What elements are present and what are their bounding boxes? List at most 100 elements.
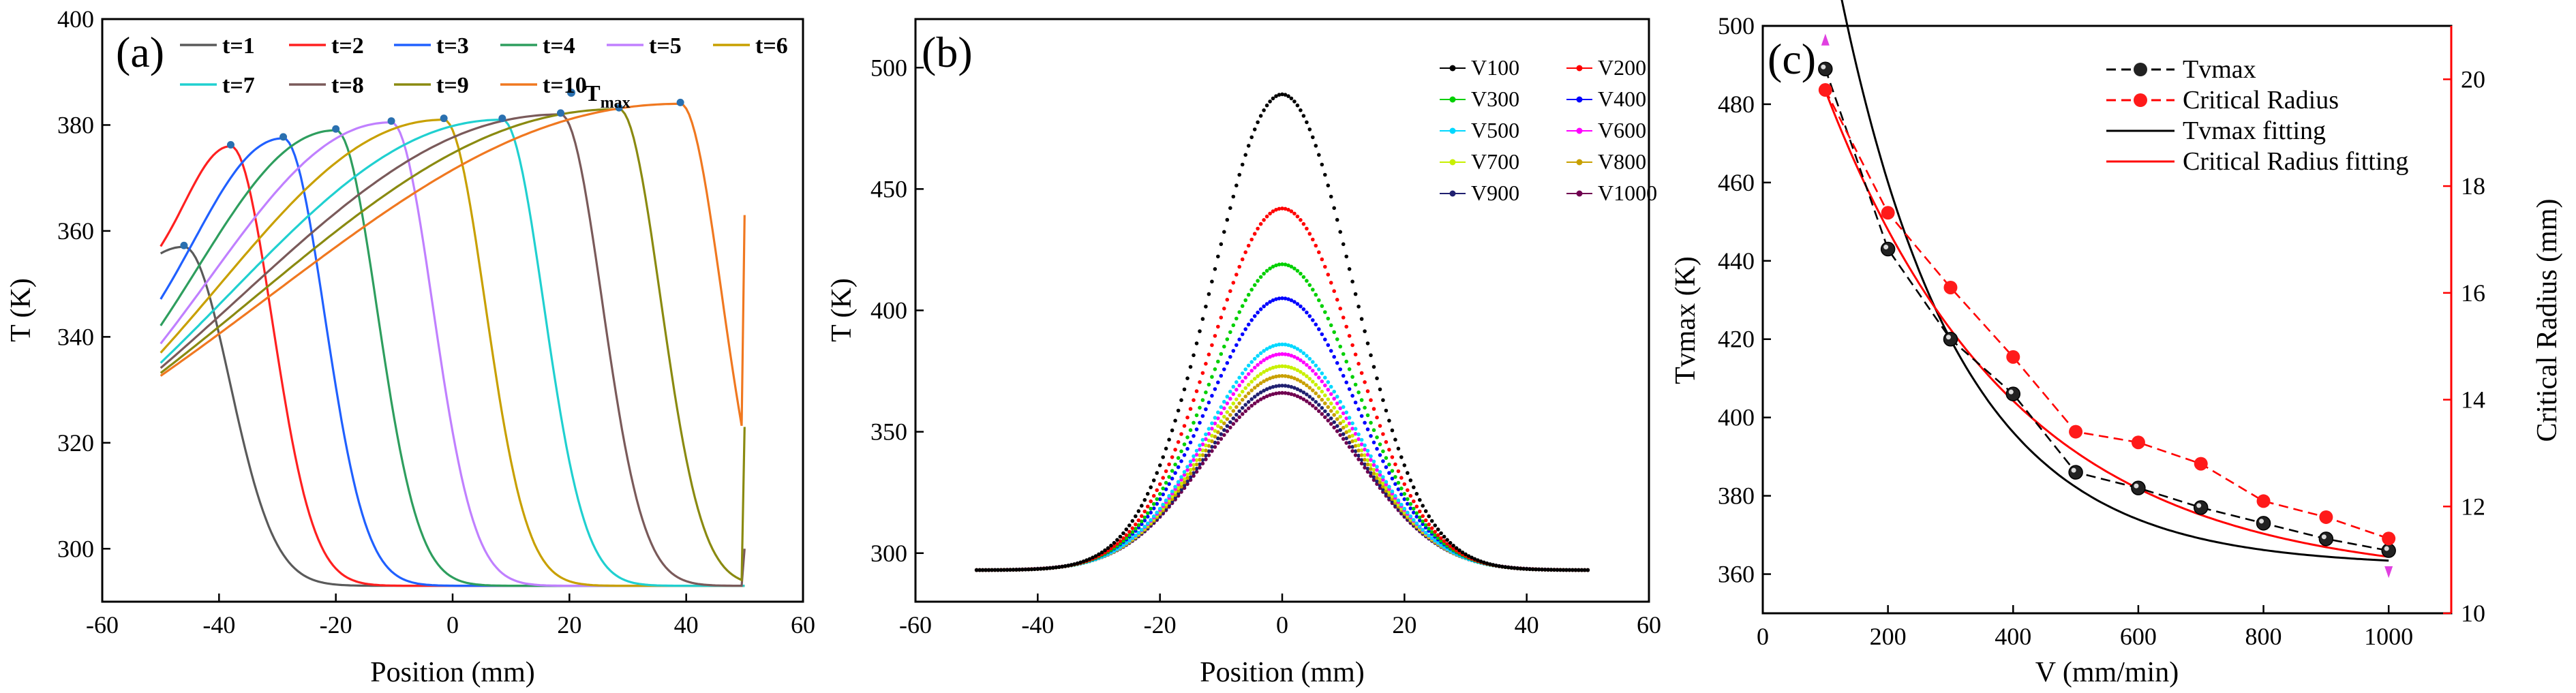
point-V1000: [1249, 403, 1254, 408]
point-V200: [1353, 352, 1358, 356]
point-V800: [1198, 457, 1202, 462]
point-V500: [1216, 410, 1220, 414]
point-V1000: [1326, 418, 1331, 422]
point-V1000: [1289, 392, 1294, 397]
point-V300: [1179, 449, 1183, 454]
point-V300: [1225, 337, 1230, 341]
tvmax-point-highlight: [1821, 64, 1826, 70]
point-V200: [1442, 539, 1446, 543]
point-V500: [1231, 384, 1236, 389]
point-V100: [1347, 267, 1352, 271]
point-V500: [1179, 475, 1183, 479]
point-V200: [1317, 250, 1321, 255]
point-V100: [1225, 217, 1230, 222]
panel-c-ylabel-right: Critical Radius (mm): [2532, 199, 2563, 442]
point-V200: [1161, 476, 1165, 480]
tvmax-point-highlight: [1945, 335, 1951, 340]
panel-c-right-ytick-label: 10: [2461, 600, 2485, 627]
point-V200: [1207, 352, 1211, 356]
point-V600: [1326, 388, 1331, 392]
legend-marker-V700: [1449, 159, 1456, 166]
point-V400: [1363, 420, 1367, 425]
point-V100: [1112, 540, 1117, 545]
point-V100: [1451, 543, 1455, 548]
point-V100: [1063, 564, 1067, 568]
point-V100: [1390, 428, 1395, 433]
tvmax-point: [2381, 543, 2396, 558]
point-V100: [1173, 418, 1177, 423]
scatter-series-V400: [974, 296, 1590, 572]
point-V400: [1406, 502, 1410, 506]
panel-b-ytick-label: 450: [870, 175, 907, 202]
point-V400: [1378, 453, 1382, 457]
point-V100: [1381, 398, 1385, 402]
point-V700: [1264, 368, 1269, 373]
point-V500: [1176, 480, 1181, 484]
point-V100: [1252, 127, 1257, 132]
point-V900: [1176, 491, 1181, 496]
point-V300: [1173, 462, 1177, 467]
point-V600: [1317, 375, 1321, 380]
panel-b-xtick-label: -60: [899, 611, 932, 638]
point-V600: [1256, 363, 1260, 367]
point-V700: [1274, 365, 1278, 369]
point-V300: [1130, 530, 1135, 534]
point-V100: [1085, 558, 1089, 562]
point-V100: [1530, 567, 1535, 572]
point-V300: [1145, 511, 1150, 515]
point-V500: [1372, 459, 1376, 464]
point-V500: [1192, 454, 1196, 459]
point-V1000: [1301, 397, 1306, 401]
point-V600: [1262, 358, 1266, 363]
curve-t=2: [160, 144, 745, 587]
point-V400: [1286, 297, 1290, 301]
critical-radius-point: [2256, 494, 2271, 508]
point-V200: [1130, 526, 1135, 530]
point-V500: [1335, 395, 1339, 399]
point-V300: [1329, 323, 1333, 328]
point-V100: [1292, 99, 1297, 104]
legend-marker-V900: [1449, 190, 1456, 197]
point-V1000: [1240, 412, 1245, 416]
point-V200: [1243, 250, 1247, 255]
point-V300: [1320, 304, 1324, 308]
point-V900: [1277, 384, 1282, 388]
critical-radius-point: [2131, 435, 2145, 450]
legend-label-V1000: V1000: [1598, 181, 1657, 205]
point-V100: [1002, 568, 1006, 572]
legend-label-1: Critical Radius: [2183, 86, 2339, 114]
point-V1000: [1237, 415, 1241, 419]
point-V500: [1151, 514, 1156, 519]
point-V800: [1188, 472, 1193, 476]
point-V700: [1173, 490, 1177, 495]
point-V200: [1219, 315, 1224, 320]
point-V900: [1228, 420, 1232, 425]
point-V800: [1323, 401, 1327, 405]
point-V200: [1372, 407, 1376, 411]
point-V200: [1326, 273, 1331, 277]
point-V300: [1429, 530, 1434, 534]
point-V200: [1289, 209, 1294, 213]
point-V100: [1579, 568, 1584, 572]
point-V400: [1317, 327, 1321, 331]
point-V100: [1466, 554, 1471, 558]
point-V300: [1301, 275, 1306, 279]
point-V400: [1142, 519, 1147, 523]
point-V1000: [1210, 449, 1214, 453]
point-V100: [1454, 546, 1459, 551]
point-V500: [1369, 454, 1373, 459]
point-V100: [1045, 566, 1049, 570]
point-V400: [1252, 314, 1257, 318]
point-V1000: [1357, 457, 1361, 461]
legend-label-t=5: t=5: [649, 33, 682, 59]
point-V700: [1390, 495, 1395, 499]
point-V700: [1200, 448, 1205, 452]
point-V200: [1121, 536, 1125, 540]
point-V400: [1311, 318, 1315, 322]
point-V700: [1210, 433, 1214, 438]
point-V200: [1412, 499, 1416, 504]
point-V700: [1378, 477, 1382, 481]
point-V100: [1363, 329, 1367, 333]
point-V800: [1326, 405, 1331, 410]
point-V900: [1387, 495, 1391, 500]
